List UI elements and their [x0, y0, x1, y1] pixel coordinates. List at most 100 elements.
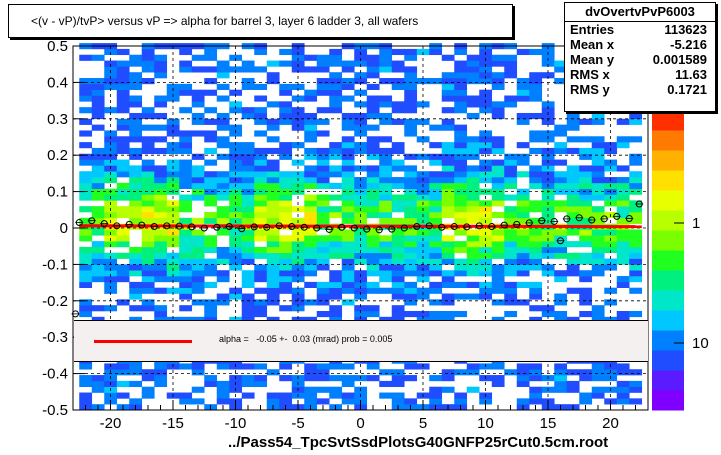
heat-cell: [116, 182, 130, 189]
heat-cell: [79, 276, 93, 283]
heat-cell: [379, 264, 393, 271]
heat-cell: [366, 54, 380, 61]
stats-key: RMS x: [570, 67, 610, 82]
heat-cell: [629, 118, 643, 125]
heat-cell: [229, 107, 243, 114]
heat-cell: [616, 211, 630, 219]
heat-cell: [116, 299, 130, 306]
heat-cell: [316, 252, 330, 259]
profile-point: [163, 222, 171, 230]
heat-cell: [179, 316, 193, 323]
heat-cell: [166, 270, 180, 277]
heat-cell: [191, 386, 205, 393]
heat-cell: [579, 171, 593, 178]
heat-cell: [141, 217, 155, 224]
heat-cell: [116, 124, 130, 131]
heat-cell: [404, 398, 418, 405]
heat-cell: [629, 217, 643, 224]
heat-cell: [341, 153, 355, 160]
heat-cell: [91, 78, 105, 85]
heat-cell: [366, 194, 380, 201]
heat-cell: [254, 130, 268, 137]
heat-cell: [229, 124, 243, 131]
heat-cell: [304, 211, 318, 219]
heat-cell: [316, 287, 330, 294]
heat-cell: [516, 363, 530, 370]
profile-point: [475, 222, 483, 230]
heat-cell: [179, 276, 193, 283]
heat-cell: [604, 258, 618, 265]
heat-cell: [329, 206, 343, 213]
heat-cell: [491, 136, 505, 143]
heat-cell: [591, 194, 605, 201]
heat-cell: [204, 246, 218, 254]
heat-cell: [341, 112, 355, 120]
heat-cell: [466, 281, 480, 288]
heat-cell: [504, 194, 518, 201]
heat-cell: [491, 112, 505, 120]
heat-cell: [479, 287, 493, 294]
heat-cell: [154, 124, 168, 131]
heat-cell: [416, 118, 430, 125]
heat-cell: [254, 252, 268, 259]
heat-cell: [616, 398, 630, 405]
heat-cell: [166, 264, 180, 271]
heat-cell: [129, 217, 143, 224]
heat-cell: [541, 310, 555, 318]
heat-cell: [616, 386, 630, 393]
heat-cell: [204, 316, 218, 323]
heat-cell: [154, 375, 168, 382]
heat-cell: [329, 305, 343, 312]
heat-cell: [591, 264, 605, 271]
heat-cell: [254, 147, 268, 155]
heat-cell: [141, 171, 155, 178]
heat-cell: [491, 182, 505, 189]
heat-cell: [266, 398, 280, 405]
heat-cell: [566, 177, 580, 184]
heat-cell: [454, 398, 468, 405]
heat-cell: [316, 89, 330, 96]
heat-cell: [391, 182, 405, 189]
heat-cell: [291, 118, 305, 125]
heat-cell: [129, 316, 143, 323]
heat-cell: [91, 89, 105, 96]
heat-cell: [529, 171, 543, 178]
heat-cell: [591, 246, 605, 254]
heat-cell: [266, 252, 280, 259]
heat-cell: [241, 293, 255, 300]
heat-cell: [629, 386, 643, 393]
heat-cell: [616, 182, 630, 189]
heat-cell: [541, 252, 555, 259]
heat-cell: [154, 194, 168, 201]
stats-value: 0.1721: [667, 82, 707, 97]
heat-cell: [454, 72, 468, 79]
heat-cell: [354, 287, 368, 294]
heat-cell: [541, 60, 555, 67]
heat-cell: [241, 165, 255, 172]
heat-cell: [491, 194, 505, 201]
heat-cell: [179, 130, 193, 137]
heat-cell: [529, 281, 543, 288]
heat-cell: [554, 206, 568, 213]
heat-cell: [279, 171, 293, 178]
heat-cell: [304, 299, 318, 306]
heat-cell: [391, 101, 405, 108]
fit-line: [79, 224, 642, 229]
heat-cell: [429, 375, 443, 382]
heat-cell: [141, 107, 155, 114]
heat-cell: [366, 287, 380, 294]
heat-cell: [254, 246, 268, 254]
heat-cell: [391, 241, 405, 248]
heat-cell: [116, 235, 130, 242]
heat-cell: [579, 217, 593, 224]
heat-cell: [404, 124, 418, 131]
heat-cell: [79, 83, 93, 90]
heat-cell: [354, 276, 368, 283]
heat-cell: [216, 142, 230, 149]
heat-cell: [404, 246, 418, 254]
heat-cell: [591, 258, 605, 265]
heat-cell: [341, 165, 355, 172]
x-tick-label: 5: [419, 415, 427, 432]
stats-value: 11.63: [675, 67, 707, 82]
heat-cell: [79, 264, 93, 271]
